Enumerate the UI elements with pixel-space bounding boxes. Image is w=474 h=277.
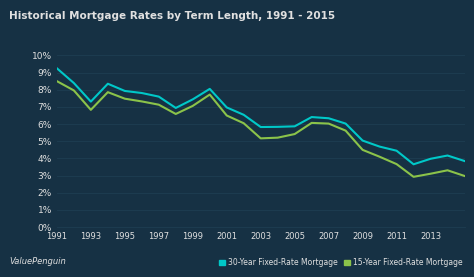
Text: ValuePenguin: ValuePenguin [9,257,66,266]
Legend: 30-Year Fixed-Rate Mortgage, 15-Year Fixed-Rate Mortgage: 30-Year Fixed-Rate Mortgage, 15-Year Fix… [216,255,465,270]
Text: Historical Mortgage Rates by Term Length, 1991 - 2015: Historical Mortgage Rates by Term Length… [9,11,336,21]
